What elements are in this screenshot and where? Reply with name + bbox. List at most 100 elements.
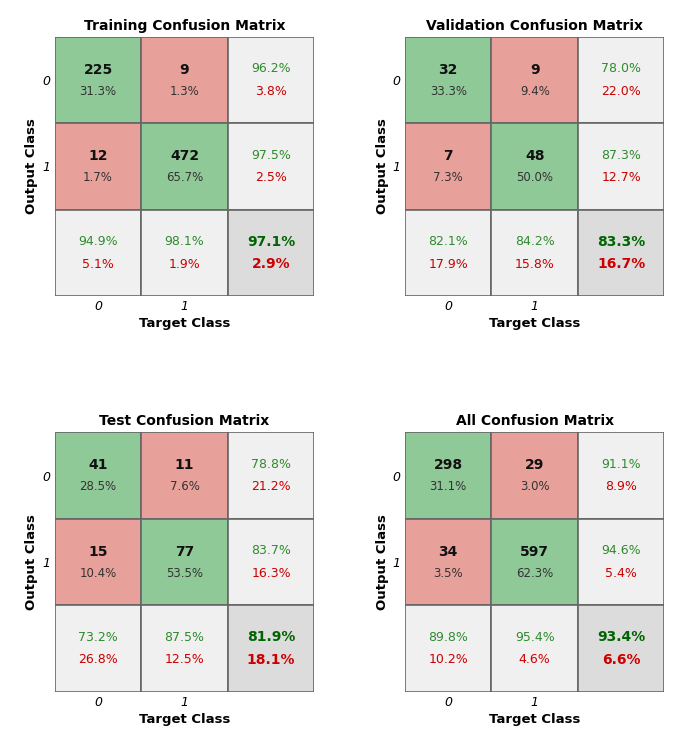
Bar: [141, 37, 227, 123]
Bar: [492, 210, 578, 296]
Title: Test Confusion Matrix: Test Confusion Matrix: [99, 415, 270, 428]
Text: 2.9%: 2.9%: [251, 257, 290, 271]
Text: 87.5%: 87.5%: [164, 631, 205, 644]
Text: 5.4%: 5.4%: [606, 567, 637, 580]
Text: 7: 7: [443, 149, 453, 163]
Text: 597: 597: [520, 544, 549, 559]
Bar: [227, 519, 314, 605]
Bar: [578, 433, 664, 519]
Title: All Confusion Matrix: All Confusion Matrix: [456, 415, 614, 428]
Text: 26.8%: 26.8%: [78, 653, 118, 666]
Text: 9: 9: [179, 62, 189, 77]
Text: 21.2%: 21.2%: [251, 481, 291, 493]
Bar: [492, 519, 578, 605]
Bar: [578, 37, 664, 123]
Text: 62.3%: 62.3%: [516, 567, 553, 580]
Text: 89.8%: 89.8%: [428, 631, 469, 644]
Bar: [55, 37, 141, 123]
Bar: [227, 210, 314, 296]
Bar: [141, 433, 227, 519]
Text: 53.5%: 53.5%: [166, 567, 203, 580]
Text: 94.6%: 94.6%: [601, 544, 641, 557]
Text: 91.1%: 91.1%: [601, 458, 641, 471]
Text: 8.9%: 8.9%: [606, 481, 637, 493]
Bar: [492, 37, 578, 123]
Text: 10.2%: 10.2%: [428, 653, 468, 666]
Bar: [227, 123, 314, 210]
Bar: [405, 519, 492, 605]
Text: 77: 77: [175, 544, 194, 559]
Text: 48: 48: [525, 149, 545, 163]
Y-axis label: Output Class: Output Class: [375, 514, 388, 610]
Bar: [227, 37, 314, 123]
Text: 78.0%: 78.0%: [601, 62, 641, 75]
Text: 50.0%: 50.0%: [516, 171, 553, 184]
Text: 1.9%: 1.9%: [169, 258, 201, 270]
Y-axis label: Output Class: Output Class: [25, 514, 38, 610]
X-axis label: Target Class: Target Class: [139, 318, 230, 330]
Y-axis label: Output Class: Output Class: [375, 119, 388, 214]
Text: 65.7%: 65.7%: [166, 171, 203, 184]
Text: 3.5%: 3.5%: [434, 567, 463, 580]
Text: 32: 32: [438, 62, 458, 77]
Text: 87.3%: 87.3%: [601, 149, 641, 161]
Bar: [55, 210, 141, 296]
X-axis label: Target Class: Target Class: [489, 713, 580, 726]
Text: 6.6%: 6.6%: [602, 653, 640, 667]
Text: 2.5%: 2.5%: [255, 171, 287, 184]
Bar: [141, 210, 227, 296]
Bar: [141, 123, 227, 210]
Text: 17.9%: 17.9%: [428, 258, 468, 270]
Bar: [227, 433, 314, 519]
Y-axis label: Output Class: Output Class: [25, 119, 38, 214]
Text: 97.1%: 97.1%: [247, 234, 295, 249]
Text: 16.7%: 16.7%: [597, 257, 645, 271]
Text: 7.3%: 7.3%: [434, 171, 463, 184]
Text: 225: 225: [84, 62, 112, 77]
Bar: [55, 519, 141, 605]
Text: 3.8%: 3.8%: [255, 85, 287, 98]
Bar: [578, 123, 664, 210]
X-axis label: Target Class: Target Class: [489, 318, 580, 330]
Text: 4.6%: 4.6%: [519, 653, 551, 666]
Text: 83.7%: 83.7%: [251, 544, 291, 557]
Bar: [55, 605, 141, 692]
Text: 41: 41: [88, 458, 108, 472]
Text: 12.5%: 12.5%: [164, 653, 204, 666]
Text: 3.0%: 3.0%: [520, 481, 549, 493]
Text: 83.3%: 83.3%: [597, 234, 645, 249]
Bar: [405, 37, 492, 123]
Text: 11: 11: [175, 458, 195, 472]
Text: 7.6%: 7.6%: [170, 481, 199, 493]
Text: 15: 15: [88, 544, 108, 559]
Bar: [141, 519, 227, 605]
Bar: [578, 519, 664, 605]
Text: 9.4%: 9.4%: [520, 85, 549, 98]
Text: 12: 12: [88, 149, 108, 163]
Bar: [227, 605, 314, 692]
Title: Validation Confusion Matrix: Validation Confusion Matrix: [426, 19, 643, 33]
Bar: [55, 123, 141, 210]
Text: 298: 298: [434, 458, 463, 472]
Bar: [141, 605, 227, 692]
Text: 1.3%: 1.3%: [170, 85, 199, 98]
Bar: [405, 123, 492, 210]
Text: 82.1%: 82.1%: [428, 235, 468, 248]
Text: 95.4%: 95.4%: [515, 631, 555, 644]
Text: 5.1%: 5.1%: [82, 258, 114, 270]
Text: 84.2%: 84.2%: [515, 235, 555, 248]
Text: 34: 34: [438, 544, 458, 559]
Bar: [405, 210, 492, 296]
Text: 93.4%: 93.4%: [597, 630, 645, 644]
Text: 10.4%: 10.4%: [79, 567, 116, 580]
Text: 97.5%: 97.5%: [251, 149, 291, 161]
Bar: [578, 605, 664, 692]
Bar: [492, 123, 578, 210]
Text: 1.7%: 1.7%: [83, 171, 113, 184]
Text: 472: 472: [170, 149, 199, 163]
Text: 31.3%: 31.3%: [79, 85, 116, 98]
Text: 12.7%: 12.7%: [601, 171, 641, 184]
Text: 9: 9: [530, 62, 540, 77]
Bar: [405, 433, 492, 519]
Text: 28.5%: 28.5%: [79, 481, 116, 493]
